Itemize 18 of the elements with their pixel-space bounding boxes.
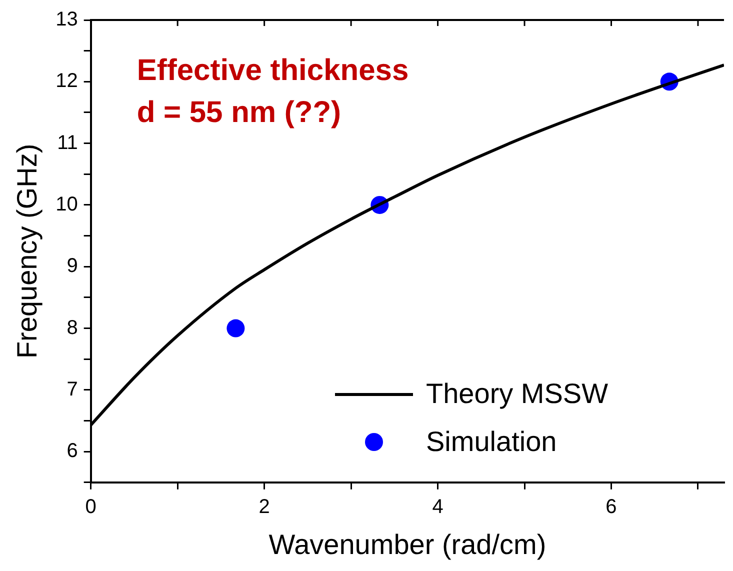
y-tick-label: 9 xyxy=(66,255,78,278)
y-tick-label: 8 xyxy=(66,316,78,339)
y-tick-label: 7 xyxy=(66,378,78,400)
x-tick-label: 2 xyxy=(258,496,270,518)
x-tick-label: 6 xyxy=(606,496,617,518)
x-tick-label: 0 xyxy=(85,496,96,518)
y-tick-label: 6 xyxy=(66,440,78,462)
x-tick-label: 4 xyxy=(432,496,444,518)
y-tick-label: 11 xyxy=(57,132,78,154)
legend-label: Theory MSSW xyxy=(426,378,608,410)
annotation: Effective thickness d = 55 nm (??) xyxy=(136,53,409,131)
x-axis-title: Wavenumber (rad/cm) xyxy=(268,528,546,560)
y-tick-label: 10 xyxy=(56,193,78,216)
y-tick-label: 12 xyxy=(56,70,78,92)
point xyxy=(226,319,245,338)
legend-label: Simulation xyxy=(426,426,557,458)
y-tick-label: 13 xyxy=(56,8,78,31)
y-axis-title: Frequency (GHz) xyxy=(12,144,43,359)
